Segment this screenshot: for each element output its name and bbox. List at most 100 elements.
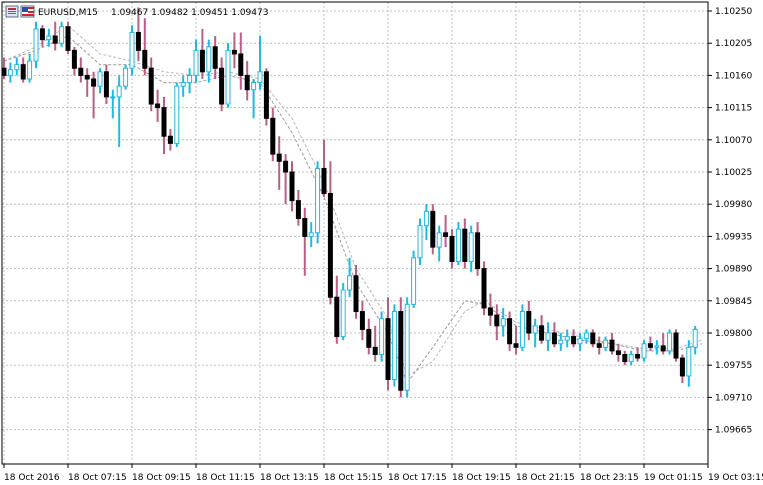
candle[interactable] bbox=[225, 43, 231, 108]
candle[interactable] bbox=[123, 64, 129, 90]
candle[interactable] bbox=[135, 7, 141, 62]
candle[interactable] bbox=[596, 336, 602, 355]
candle[interactable] bbox=[551, 322, 557, 348]
candle[interactable] bbox=[167, 129, 173, 151]
candle[interactable] bbox=[283, 154, 289, 205]
candle[interactable] bbox=[174, 82, 180, 147]
candle[interactable] bbox=[526, 300, 532, 341]
candle[interactable] bbox=[679, 354, 685, 384]
candle[interactable] bbox=[391, 304, 397, 387]
candle[interactable] bbox=[14, 57, 20, 76]
candle[interactable] bbox=[692, 325, 698, 355]
candle[interactable] bbox=[155, 89, 161, 122]
candle[interactable] bbox=[654, 340, 660, 355]
candle[interactable] bbox=[519, 304, 525, 351]
candle[interactable] bbox=[142, 18, 148, 76]
candle[interactable] bbox=[327, 161, 333, 305]
candle[interactable] bbox=[276, 136, 282, 190]
candle[interactable] bbox=[494, 304, 500, 341]
candle[interactable] bbox=[430, 204, 436, 255]
candle[interactable] bbox=[417, 218, 423, 266]
candle[interactable] bbox=[295, 189, 301, 226]
candle[interactable] bbox=[39, 25, 45, 47]
candle[interactable] bbox=[423, 204, 429, 240]
candle[interactable] bbox=[315, 161, 321, 244]
candle[interactable] bbox=[577, 333, 583, 351]
candle[interactable] bbox=[571, 329, 577, 348]
candlestick-layer[interactable] bbox=[1, 7, 698, 398]
candle[interactable] bbox=[97, 68, 103, 94]
candle[interactable] bbox=[27, 53, 33, 83]
candle[interactable] bbox=[84, 68, 90, 97]
candle[interactable] bbox=[212, 36, 218, 79]
candle[interactable] bbox=[219, 57, 225, 112]
candle[interactable] bbox=[475, 222, 481, 276]
candle[interactable] bbox=[321, 139, 327, 198]
candle[interactable] bbox=[65, 21, 71, 54]
candle[interactable] bbox=[462, 218, 468, 269]
candle[interactable] bbox=[103, 64, 109, 105]
candle[interactable] bbox=[532, 318, 538, 348]
candle[interactable] bbox=[263, 68, 269, 126]
candle[interactable] bbox=[308, 222, 314, 248]
candle[interactable] bbox=[411, 250, 417, 308]
candle[interactable] bbox=[78, 57, 84, 83]
candle[interactable] bbox=[513, 325, 519, 355]
candle[interactable] bbox=[398, 297, 404, 398]
candle[interactable] bbox=[660, 333, 666, 355]
candle[interactable] bbox=[500, 307, 506, 337]
candle[interactable] bbox=[615, 343, 621, 362]
candle[interactable] bbox=[507, 311, 513, 351]
candle[interactable] bbox=[231, 32, 237, 69]
candle[interactable] bbox=[372, 325, 378, 362]
candle[interactable] bbox=[193, 39, 199, 83]
candle[interactable] bbox=[110, 89, 116, 119]
candle[interactable] bbox=[583, 329, 589, 344]
candle[interactable] bbox=[59, 21, 65, 47]
candle[interactable] bbox=[116, 75, 122, 147]
candle[interactable] bbox=[340, 282, 346, 341]
candle[interactable] bbox=[334, 275, 340, 344]
candle[interactable] bbox=[347, 257, 353, 298]
candle[interactable] bbox=[33, 21, 39, 69]
candle[interactable] bbox=[545, 322, 551, 351]
candle[interactable] bbox=[539, 315, 545, 344]
candle[interactable] bbox=[71, 46, 77, 76]
candle[interactable] bbox=[52, 21, 58, 51]
candle[interactable] bbox=[91, 71, 97, 119]
candle[interactable] bbox=[251, 78, 257, 119]
candle[interactable] bbox=[622, 350, 628, 366]
candle[interactable] bbox=[238, 32, 244, 90]
candle[interactable] bbox=[148, 57, 154, 112]
candle[interactable] bbox=[187, 68, 193, 94]
candle[interactable] bbox=[257, 36, 263, 90]
candle[interactable] bbox=[481, 261, 487, 316]
candle[interactable] bbox=[667, 329, 673, 355]
candle[interactable] bbox=[302, 207, 308, 276]
candle[interactable] bbox=[404, 297, 410, 398]
candle[interactable] bbox=[353, 265, 359, 319]
candle[interactable] bbox=[180, 75, 186, 97]
candle[interactable] bbox=[359, 300, 365, 341]
candle[interactable] bbox=[206, 39, 212, 83]
candle[interactable] bbox=[46, 28, 52, 47]
candle[interactable] bbox=[635, 347, 641, 362]
candle[interactable] bbox=[628, 350, 634, 366]
candle[interactable] bbox=[161, 96, 167, 155]
candle[interactable] bbox=[455, 222, 461, 266]
candle[interactable] bbox=[487, 293, 493, 326]
candle[interactable] bbox=[603, 336, 609, 351]
candle[interactable] bbox=[436, 225, 442, 262]
candle[interactable] bbox=[129, 25, 135, 76]
candle[interactable] bbox=[564, 329, 570, 348]
candle[interactable] bbox=[558, 333, 564, 351]
candle[interactable] bbox=[379, 311, 385, 362]
candle[interactable] bbox=[199, 28, 205, 79]
candle[interactable] bbox=[590, 329, 596, 348]
candle[interactable] bbox=[20, 57, 26, 83]
candle[interactable] bbox=[609, 333, 615, 355]
currency-flag-icon[interactable] bbox=[20, 5, 35, 18]
candle[interactable] bbox=[270, 107, 276, 162]
